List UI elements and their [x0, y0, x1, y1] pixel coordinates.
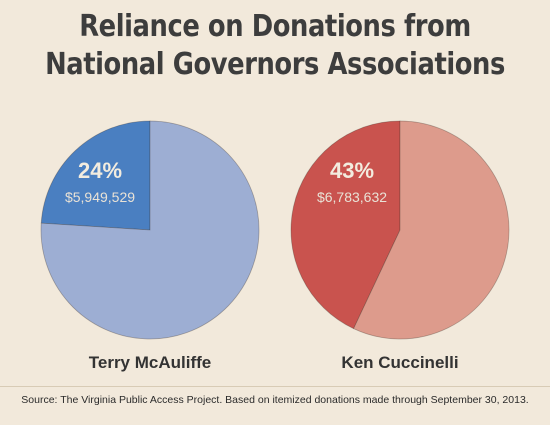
footer-divider — [0, 386, 550, 387]
terry-mcauliffe-pie-slice-donations — [40, 120, 151, 231]
chart-title-line1: Reliance on Donations from — [79, 9, 471, 44]
terry-mcauliffe-name-label: Terry McAuliffe — [89, 353, 212, 372]
ken-cuccinelli-percent-label: 43% — [330, 158, 374, 183]
source-note: Source: The Virginia Public Access Proje… — [21, 394, 529, 406]
ken-cuccinelli-amount-label: $6,783,632 — [317, 189, 387, 205]
terry-mcauliffe-percent-label: 24% — [78, 158, 122, 183]
ken-cuccinelli-pie-slice-donations — [290, 120, 401, 330]
chart-title: Reliance on Donations from National Gove… — [39, 8, 512, 84]
terry-mcauliffe-pie-slice-remainder — [40, 120, 260, 340]
ken-cuccinelli-pie-slice-remainder — [353, 120, 510, 340]
terry-mcauliffe-amount-label: $5,949,529 — [65, 189, 135, 205]
ken-cuccinelli-name-label: Ken Cuccinelli — [341, 353, 458, 372]
chart-title-line2: National Governors Associations — [45, 47, 505, 82]
